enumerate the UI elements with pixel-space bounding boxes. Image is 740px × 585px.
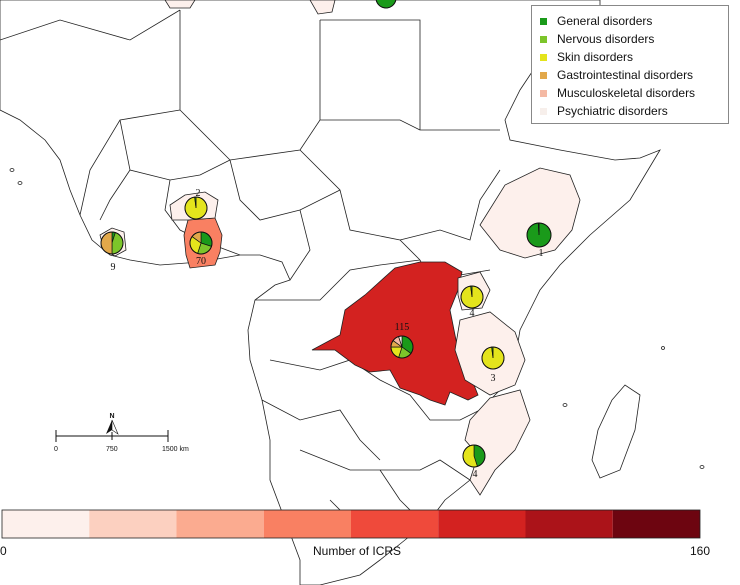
legend-item-psychiatric: Psychiatric disorders — [540, 102, 668, 120]
legend-label: Nervous disorders — [557, 32, 655, 46]
pie-chart — [526, 222, 552, 248]
legend-label: Musculoskeletal disorders — [557, 86, 696, 100]
colorbar-frame — [1, 509, 701, 539]
legend-item-gastrointestinal: Gastrointestinal disorders — [540, 66, 693, 84]
legend-label: General disorders — [557, 14, 653, 28]
north-arrow-icon-right — [111, 419, 119, 435]
pie-chart — [189, 231, 213, 255]
count-label-sierra-leone: 9 — [111, 262, 116, 273]
island-cape-verde — [9, 168, 15, 172]
pie-chart — [390, 335, 414, 359]
colorbar-segment — [176, 510, 264, 538]
pie-outline — [390, 335, 414, 359]
island-reunion — [699, 465, 705, 469]
legend: General disorders Nervous disorders Skin… — [531, 5, 729, 124]
colorbar-segment — [612, 510, 700, 538]
pie-layer — [100, 0, 552, 468]
north-arrow-icon — [106, 420, 112, 434]
pie-chart — [462, 444, 486, 468]
legend-swatch — [540, 35, 547, 43]
land-west-north — [0, 0, 661, 585]
pie-outline — [375, 0, 397, 9]
count-label-mozambique: 4 — [473, 469, 478, 480]
count-label-ghana: 70 — [196, 256, 206, 267]
scale-label-1500: 1500 km — [162, 446, 189, 453]
colorbar-segment — [351, 510, 439, 538]
scale-label-0: 0 — [54, 446, 58, 453]
count-label-burkina: 2 — [196, 188, 201, 199]
country-fill-ethiopia[interactable] — [479, 167, 581, 259]
count-labels: 115 70 2 9 1 4 3 4 — [111, 188, 544, 480]
pie-chart — [375, 0, 397, 9]
country-fill-top-pink-2 — [164, 0, 196, 9]
legend-swatch — [540, 71, 547, 79]
colorbar — [1, 509, 701, 539]
legend-label: Gastrointestinal disorders — [557, 68, 694, 82]
legend-item-general: General disorders — [540, 12, 652, 30]
land-layer — [0, 0, 705, 585]
highlighted-countries — [99, 0, 581, 496]
country-fill-top-pink-1 — [309, 0, 336, 15]
island-seychelles — [661, 346, 665, 350]
land-madagascar — [591, 384, 641, 479]
legend-item-skin: Skin disorders — [540, 48, 633, 66]
north-label: N — [109, 413, 114, 420]
north-arrow: N — [106, 413, 119, 435]
pie-chart — [100, 231, 124, 255]
colorbar-min-label: 0 — [0, 544, 7, 558]
legend-label: Psychiatric disorders — [557, 104, 668, 118]
legend-swatch — [540, 17, 547, 25]
pie-chart — [481, 346, 505, 370]
legend-label: Skin disorders — [557, 50, 634, 64]
island-comoros — [562, 403, 568, 407]
count-label-drc: 115 — [395, 322, 410, 333]
pie-outline — [184, 196, 208, 220]
colorbar-segment — [438, 510, 526, 538]
legend-swatch — [540, 107, 547, 115]
pie-chart — [460, 285, 484, 309]
count-label-ethiopia: 1 — [539, 248, 544, 259]
scale-label-750: 750 — [106, 446, 118, 453]
pie-outline — [460, 285, 484, 309]
colorbar-segment — [525, 510, 613, 538]
island-cape-verde-2 — [17, 181, 23, 185]
pie-outline — [100, 231, 124, 255]
scale-bar — [55, 430, 169, 442]
pie-outline — [526, 222, 552, 248]
colorbar-segment — [263, 510, 351, 538]
colorbar-segment — [2, 510, 90, 538]
legend-swatch — [540, 53, 547, 61]
legend-item-musculoskeletal: Musculoskeletal disorders — [540, 84, 695, 102]
count-label-tanzania: 3 — [491, 373, 496, 384]
pie-outline — [462, 444, 486, 468]
legend-item-nervous: Nervous disorders — [540, 30, 654, 48]
pie-chart — [184, 196, 208, 220]
colorbar-title: Number of ICRS — [313, 544, 402, 558]
pie-outline — [481, 346, 505, 370]
legend-swatch — [540, 89, 547, 97]
colorbar-max-label: 160 — [690, 544, 711, 558]
count-label-uganda: 4 — [470, 308, 475, 319]
colorbar-segment — [89, 510, 177, 538]
pie-outline — [189, 231, 213, 255]
